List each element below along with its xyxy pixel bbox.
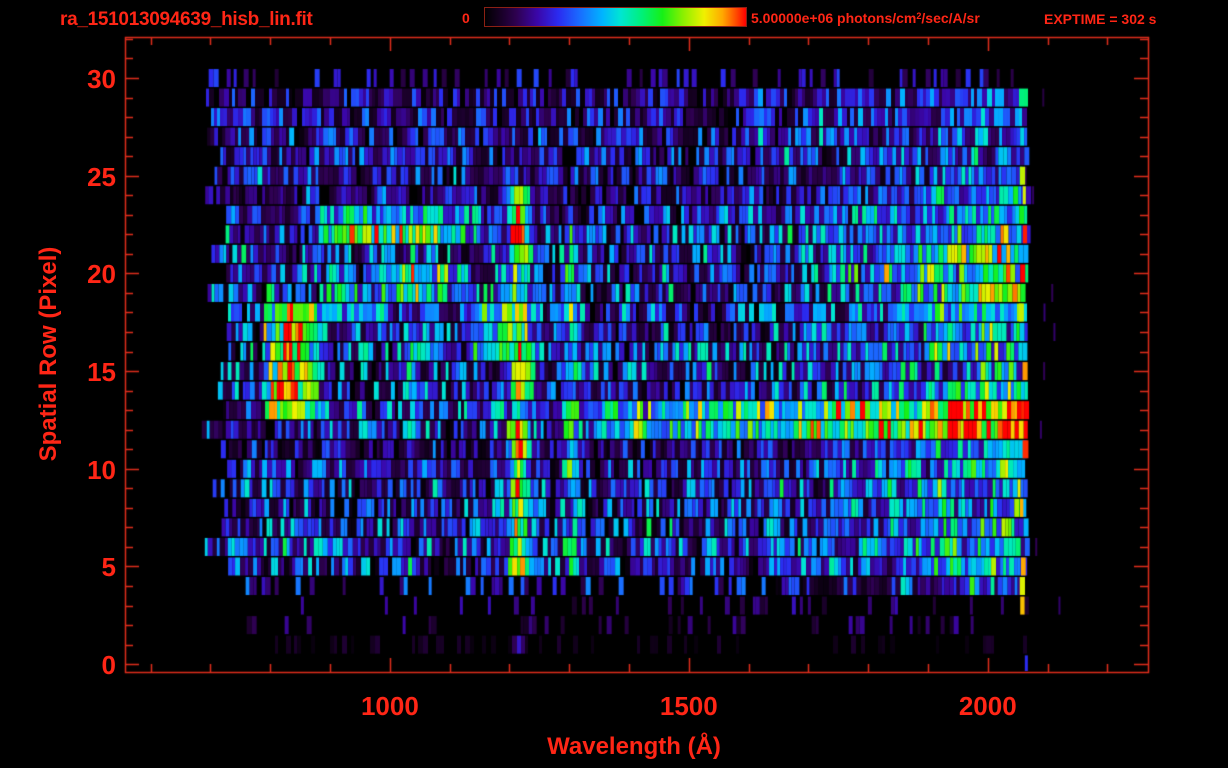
colorbar-max-value: 5.00000e+06 photons/cm (751, 10, 917, 26)
y-tick-label-10: 10 (87, 454, 116, 485)
y-tick-label-5: 5 (101, 552, 116, 583)
y-tick-label-25: 25 (87, 161, 116, 192)
y-tick-label-0: 0 (101, 650, 116, 681)
colorbar-min-label: 0 (462, 10, 470, 26)
y-tick-label-30: 30 (87, 64, 116, 95)
exptime-label: EXPTIME = 302 s (1044, 11, 1157, 27)
x-tick-label-2000: 2000 (958, 691, 1017, 721)
y-tick-label-15: 15 (87, 357, 116, 388)
x-tick-label-1000: 1000 (360, 691, 419, 721)
colorbar-gradient (484, 7, 747, 27)
plot-title: ra_151013094639_hisb_lin.fit (60, 9, 313, 30)
colorbar-max-label: 5.00000e+06 photons/cm2/sec/A/sr (751, 10, 980, 26)
x-tick-label-1500: 1500 (659, 691, 718, 721)
y-tick-label-20: 20 (87, 259, 116, 290)
colorbar-units-exponent: 2 (916, 11, 922, 21)
x-axis-title: Wavelength (Å) (547, 733, 721, 760)
colorbar-units-suffix: /sec/A/sr (921, 10, 980, 26)
